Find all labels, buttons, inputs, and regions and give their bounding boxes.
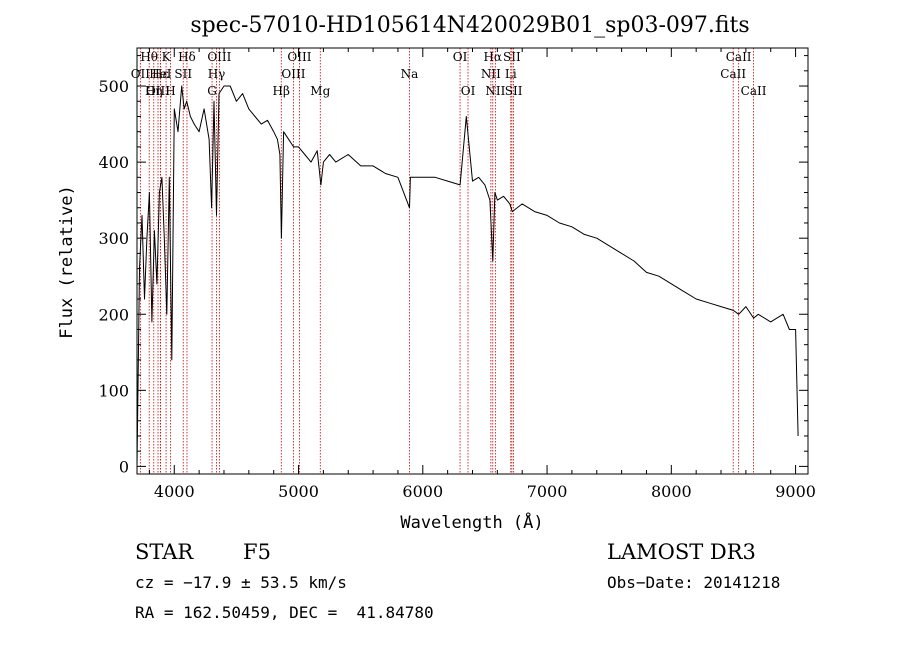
- line-marker-label: OII: [131, 67, 151, 81]
- line-marker-label: OIII: [281, 67, 305, 81]
- x-tick-label: 7000: [527, 482, 568, 501]
- line-marker-label: Hη: [145, 84, 163, 98]
- line-marker-label: H: [165, 84, 175, 98]
- line-marker-label: OI: [461, 84, 476, 98]
- line-marker-label: SII: [174, 67, 192, 81]
- line-marker-label: Hθ: [140, 50, 158, 64]
- line-marker-label: Na: [401, 67, 419, 81]
- line-marker-label: Hα: [483, 50, 502, 64]
- line-marker-label: Hδ: [178, 50, 196, 64]
- line-marker-label: OIII: [287, 50, 311, 64]
- line-marker-label: CaII: [741, 84, 767, 98]
- object-class: STAR: [135, 540, 194, 564]
- x-tick-label: 9000: [775, 482, 816, 501]
- y-axis-label: Flux (relative): [57, 185, 77, 339]
- line-markers: Hθ OII OIII K Hε Hη Hδ HeI H SII OIII Hγ G Hβ OIII OIII…: [131, 48, 767, 474]
- y-tick-label: 300: [98, 229, 129, 248]
- line-marker-label: Hβ: [273, 84, 290, 98]
- line-marker-label: Mg: [310, 84, 330, 98]
- line-marker-label: NII: [485, 84, 505, 98]
- y-tick-label: 0: [119, 457, 129, 476]
- survey-name: LAMOST DR3: [607, 540, 756, 564]
- y-tick-label: 500: [98, 77, 129, 96]
- axes: 4000 5000 6000 7000 8000 9000 0 100 200 300 400 500: [98, 47, 816, 501]
- line-marker-label: CaII: [720, 67, 746, 81]
- y-tick-label: 200: [98, 305, 129, 324]
- object-subclass: F5: [243, 540, 271, 564]
- x-tick-label: 4000: [154, 482, 195, 501]
- line-marker-label: OIII: [207, 50, 231, 64]
- chart-title: spec-57010-HD105614N420029B01_sp03-097.f…: [190, 13, 749, 38]
- x-axis-label: Wavelength (Å): [400, 511, 543, 533]
- line-marker-label: G: [207, 84, 217, 98]
- observation-date: Obs−Date: 20141218: [607, 573, 781, 592]
- x-tick-label: 8000: [651, 482, 692, 501]
- line-marker-label: K: [162, 50, 172, 64]
- line-marker-label: OI: [453, 50, 468, 64]
- x-tick-label: 5000: [278, 482, 319, 501]
- plot-frame: [136, 47, 809, 475]
- plot-area: [136, 85, 799, 467]
- coordinates: RA = 162.50459, DEC = 41.84780: [135, 603, 434, 622]
- line-marker-label: NII: [481, 67, 501, 81]
- line-marker-label: Hε: [152, 67, 169, 81]
- y-tick-label: 400: [98, 153, 129, 172]
- x-tick-label: 6000: [402, 482, 443, 501]
- line-marker-label: Hγ: [208, 67, 226, 81]
- spectrum-chart: spec-57010-HD105614N420029B01_sp03-097.f…: [57, 13, 816, 533]
- line-marker-label: SII: [503, 50, 521, 64]
- redshift-info: cz = −17.9 ± 53.5 km/s: [135, 573, 347, 592]
- line-marker-label: SII: [505, 84, 523, 98]
- line-marker-label: Li: [505, 67, 517, 81]
- spectrum-series: [136, 85, 799, 467]
- line-marker-label: CaII: [726, 50, 752, 64]
- y-tick-label: 100: [98, 381, 129, 400]
- line-marker-label: HeI: [149, 67, 172, 81]
- line-marker-label: OIII: [146, 84, 170, 98]
